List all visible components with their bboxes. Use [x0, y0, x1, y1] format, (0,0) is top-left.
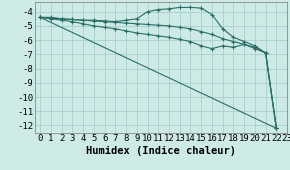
X-axis label: Humidex (Indice chaleur): Humidex (Indice chaleur) — [86, 146, 236, 156]
